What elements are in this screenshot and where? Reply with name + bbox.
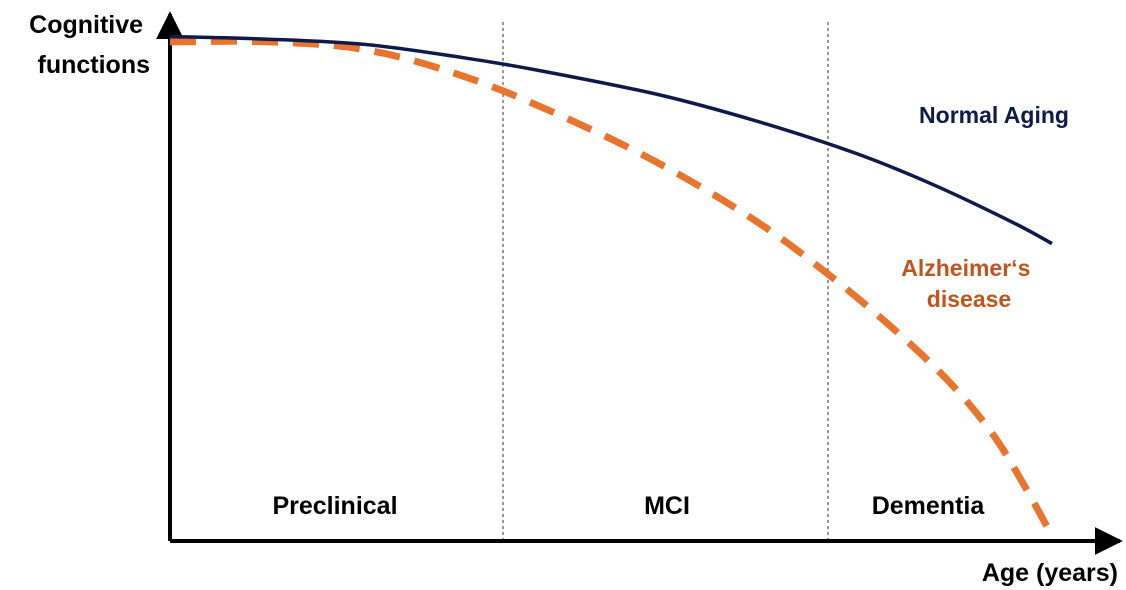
series-label-normal-aging: Normal Aging: [919, 102, 1069, 128]
x-axis-title: Age (years): [982, 559, 1118, 587]
series-line-normal-aging: [169, 34, 1053, 246]
series-line-alzheimers-disease: [169, 37, 1056, 538]
stage-dividers: [502, 22, 829, 539]
series-layer: [169, 34, 1056, 538]
stage-label-preclinical: Preclinical: [272, 492, 397, 520]
y-axis-title-line-1: Cognitive: [29, 11, 143, 39]
series-label-normal-aging-line-1: Normal Aging: [919, 102, 1069, 128]
stage-label-mci: MCI: [644, 492, 690, 520]
series-label-alzheimers-disease: Alzheimer‘s disease: [901, 255, 1037, 312]
stage-label-dementia: Dementia: [872, 492, 986, 520]
series-label-alzheimers-line-2: disease: [927, 286, 1011, 312]
y-axis-title: Cognitive functions: [29, 11, 150, 79]
y-axis-title-line-2: functions: [38, 51, 151, 79]
series-label-alzheimers-line-1: Alzheimer‘s: [901, 255, 1030, 281]
